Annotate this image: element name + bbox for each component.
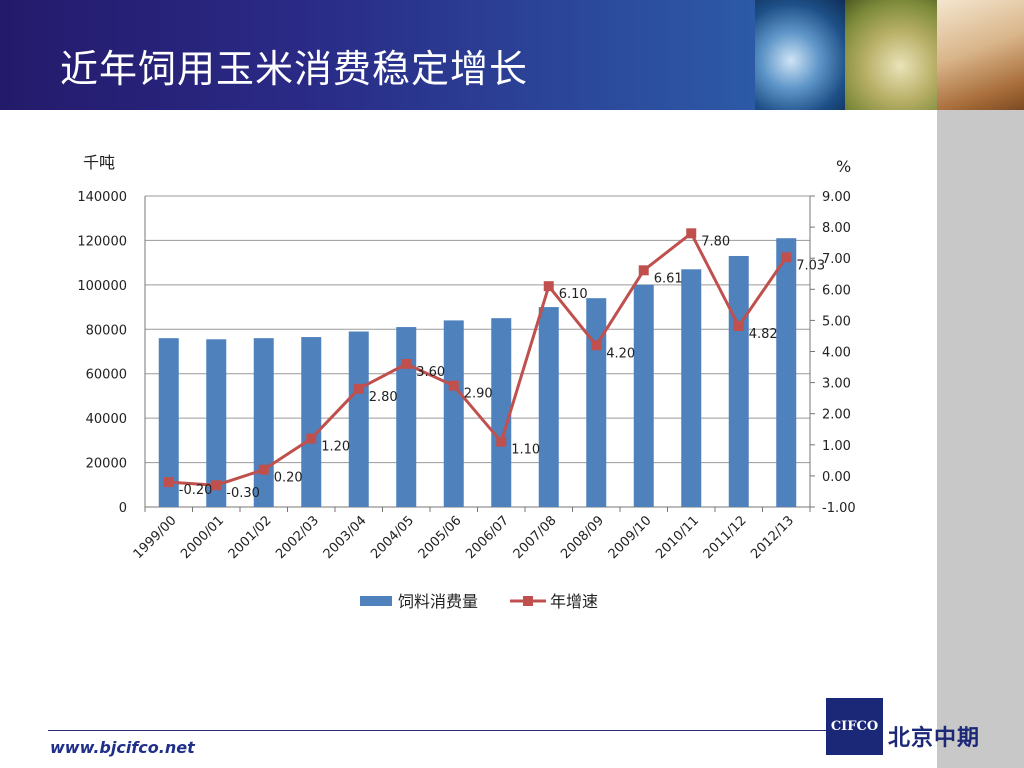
growth-rate-data-label: 7.80	[701, 234, 730, 249]
cifco-logo: CIFCO	[826, 698, 883, 755]
bar-feed-consumption	[586, 298, 607, 507]
growth-rate-data-label: -0.30	[226, 486, 260, 501]
x-tick-label: 1999/00	[131, 513, 180, 562]
y-right-tick-label: 6.00	[822, 283, 851, 298]
growth-rate-marker	[448, 380, 459, 391]
bar-feed-consumption	[776, 238, 797, 507]
growth-rate-data-label: 1.10	[511, 443, 540, 458]
x-tick-label: 2007/08	[511, 513, 560, 562]
y-right-tick-label: 0.00	[822, 470, 851, 485]
y-right-tick-label: 7.00	[822, 252, 851, 267]
footer-divider	[48, 730, 828, 731]
growth-rate-marker	[591, 340, 602, 351]
x-tick-label: 2012/13	[748, 513, 797, 562]
company-name: 北京中期	[888, 726, 981, 751]
bar-feed-consumption	[396, 327, 417, 507]
bar-feed-consumption	[206, 339, 227, 507]
cifco-logo-text: CIFCO	[830, 719, 879, 734]
legend-bar-swatch	[360, 596, 392, 606]
growth-rate-data-label: 6.61	[654, 271, 683, 286]
coins-photo	[845, 0, 937, 110]
y-right-tick-label: 8.00	[822, 221, 851, 236]
legend-line-marker	[523, 596, 533, 606]
x-tick-label: 2008/09	[558, 513, 607, 562]
x-tick-label: 2003/04	[321, 513, 370, 562]
y-left-tick-label: 100000	[77, 279, 127, 294]
growth-rate-marker	[781, 252, 792, 263]
bar-feed-consumption	[348, 331, 369, 507]
y-left-tick-label: 60000	[86, 368, 127, 383]
y-left-tick-label: 40000	[86, 412, 127, 427]
growth-rate-line	[168, 231, 788, 487]
legend-bar-label: 饲料消费量	[398, 592, 478, 611]
growth-rate-data-label: 2.80	[369, 390, 398, 405]
page-title: 近年饲用玉米消费稳定增长	[60, 47, 529, 91]
growth-rate-data-label: 3.60	[416, 365, 445, 380]
growth-rate-data-label: 4.20	[606, 346, 635, 361]
growth-rate-marker	[401, 358, 412, 369]
x-tick-label: 2005/06	[416, 513, 465, 562]
footer-url: www.bjcifco.net	[50, 738, 195, 757]
bar-feed-consumption	[158, 338, 179, 507]
x-tick-label: 2010/11	[653, 513, 702, 562]
growth-rate-marker	[353, 383, 364, 394]
bar-feed-consumption	[301, 337, 322, 507]
x-tick-label: 2000/01	[178, 513, 227, 562]
y-left-tick-label: 0	[119, 501, 127, 516]
x-tick-label: 2006/07	[463, 513, 512, 562]
y-right-tick-label: -1.00	[822, 501, 856, 516]
growth-rate-data-label: 4.82	[749, 327, 778, 342]
growth-rate-data-label: 0.20	[274, 471, 303, 486]
y-right-tick-label: 3.00	[822, 377, 851, 392]
growth-rate-data-label: -0.20	[179, 483, 213, 498]
x-tick-label: 2009/10	[606, 513, 655, 562]
bar-feed-consumption	[633, 284, 654, 507]
growth-rate-marker	[686, 228, 697, 239]
growth-rate-data-label: 1.20	[321, 440, 350, 455]
clock-photo	[755, 0, 845, 110]
growth-rate-marker	[258, 464, 269, 475]
y-right-tick-label: 9.00	[822, 190, 851, 205]
bar-feed-consumption	[728, 255, 749, 507]
y-right-tick-label: 1.00	[822, 439, 851, 454]
bar-feed-consumption	[681, 269, 702, 507]
y-left-unit: 千吨	[83, 153, 115, 172]
y-left-tick-label: 20000	[86, 457, 127, 472]
bar-feed-consumption	[443, 320, 464, 507]
y-right-tick-label: 5.00	[822, 314, 851, 329]
x-tick-label: 2011/12	[701, 513, 750, 562]
bar-feed-consumption	[253, 338, 274, 507]
bar-feed-consumption	[538, 307, 559, 507]
y-left-tick-label: 140000	[77, 190, 127, 205]
growth-rate-marker	[306, 433, 317, 444]
growth-rate-marker	[638, 265, 649, 276]
legend-line-label: 年增速	[550, 592, 598, 611]
growth-rate-data-label: 7.03	[796, 258, 825, 273]
y-left-tick-label: 80000	[86, 323, 127, 338]
x-tick-label: 2002/03	[273, 513, 322, 562]
x-tick-label: 2004/05	[368, 513, 417, 562]
y-left-tick-label: 120000	[77, 234, 127, 249]
x-tick-label: 2001/02	[226, 513, 275, 562]
growth-rate-data-label: 2.90	[464, 387, 493, 402]
growth-rate-marker	[211, 480, 222, 491]
title-banner: 近年饲用玉米消费稳定增长	[0, 0, 755, 110]
pen-photo	[937, 0, 1024, 110]
growth-rate-marker	[543, 281, 554, 292]
growth-rate-data-label: 6.10	[559, 287, 588, 302]
growth-rate-marker	[163, 477, 174, 488]
bar-feed-consumption	[491, 318, 512, 507]
growth-rate-marker	[733, 320, 744, 331]
y-right-tick-label: 2.00	[822, 408, 851, 423]
y-right-tick-label: 4.00	[822, 346, 851, 361]
growth-rate-marker	[496, 436, 507, 447]
y-right-unit: %	[836, 157, 851, 176]
side-decoration-bar	[937, 110, 1024, 768]
